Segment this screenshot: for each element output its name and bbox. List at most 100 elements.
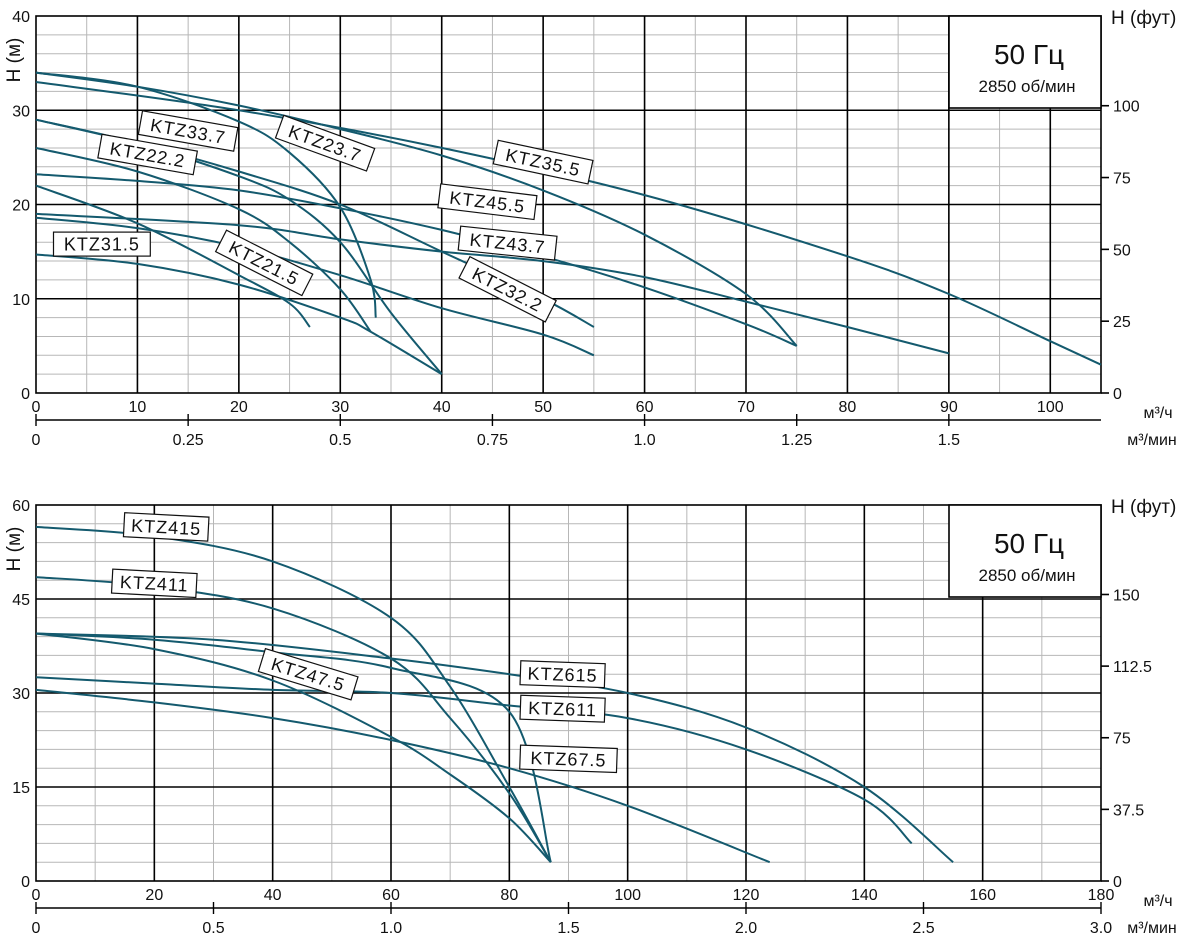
x2-tick-label: 1.5 [938,432,960,449]
y2-tick-label: 50 [1113,242,1131,259]
x-tick-label: 140 [851,887,878,904]
x-tick-label: 0 [32,887,41,904]
x-tick-label: 100 [1037,399,1064,416]
series-label-box [52,231,151,257]
frequency-label: 50 Гц [994,528,1064,559]
series-label-box [274,114,376,172]
x2-axis-unit: м³/мин [1127,920,1177,937]
curves [35,71,1102,375]
y2-tick-label: 0 [1113,874,1122,891]
series-line-ktz32.2 [35,216,595,357]
series-line-ktz43.7 [35,212,950,355]
x-tick-label: 40 [433,399,451,416]
series-label-box [437,183,538,221]
x2-tick-label: 0.25 [173,432,204,449]
y2-tick-label: 0 [1113,386,1122,403]
series-label-text: KTZ47.5 [269,654,348,695]
x2-tick-label: 1.0 [380,920,402,937]
y2-axis-title: H (фут) [1111,8,1176,29]
series-labels: KTZ415 KTZ411 KTZ47.5 KTZ615 KTZ611 KTZ67.5 [110,512,618,774]
x-tick-label: 180 [1088,887,1115,904]
series-line-ktz611 [35,688,771,864]
info-box [948,15,1102,109]
series-label-box [519,744,618,774]
series-label-text: KTZ31.5 [64,235,140,255]
series-line-unlabeled-3 [35,632,552,863]
series-label-ktz415: KTZ415 [122,512,210,542]
x2-tick-label: 1.25 [781,432,812,449]
x2-tick-label: 0 [32,920,41,937]
series-label-box [519,660,606,689]
major-grid [36,16,1101,393]
plot-frame [35,504,1102,882]
x2-tick-label: 0.75 [477,432,508,449]
x-tick-label: 70 [737,399,755,416]
y2-tick-label: 25 [1113,314,1131,331]
x2-axis-unit: м³/мин [1127,432,1177,449]
y2-tick-label: 75 [1113,171,1131,188]
series-label-ktz411: KTZ411 [110,568,198,599]
chart-2: 50 Гц 2850 об/мин KTZ415 KTZ411 KTZ47.5 KTZ61… [4,497,1177,937]
series-label-box [122,512,210,542]
y-tick-label: 40 [12,9,30,26]
series-label-text: KTZ615 [527,663,598,685]
x-tick-label: 120 [733,887,760,904]
x-axis-unit: м³/ч [1143,405,1172,422]
x2-tick-label: 1.5 [557,920,579,937]
series-label-ktz611: KTZ611 [519,694,606,723]
y-tick-label: 30 [12,686,30,703]
y-tick-label: 0 [21,874,30,891]
x2-tick-label: 3.0 [1090,920,1112,937]
series-label-ktz23.7: KTZ23.7 [274,114,376,172]
y2-tick-label: 75 [1113,731,1131,748]
series-label-box [457,225,558,261]
x-tick-label: 80 [839,399,857,416]
series-label-text: KTZ411 [119,572,189,596]
x-tick-label: 60 [636,399,654,416]
series-line-ktz411 [35,576,552,863]
x2-tick-label: 1.0 [633,432,655,449]
x-tick-label: 30 [331,399,349,416]
x-tick-label: 10 [129,399,147,416]
x-tick-label: 40 [264,887,282,904]
x-tick-label: 60 [382,887,400,904]
y2-axis-title: H (фут) [1111,497,1176,518]
series-label-text: KTZ611 [528,698,597,720]
x-tick-label: 100 [614,887,641,904]
series-line-ktz21.5 [35,184,311,328]
y2-tick-label: 150 [1113,587,1140,604]
series-line-unlabeled-10 [35,81,1102,366]
plot-frame [35,15,1102,394]
series-label-box [519,694,606,723]
y-tick-label: 60 [12,498,30,515]
y-tick-label: 0 [21,386,30,403]
series-label-ktz45.5: KTZ45.5 [437,183,538,221]
x-tick-label: 0 [32,399,41,416]
y2-tick-label: 37.5 [1113,802,1144,819]
y-tick-label: 45 [12,592,30,609]
series-line-ktz35.5 [35,71,798,347]
series-label-text: KTZ67.5 [530,748,607,771]
speed-label: 2850 об/мин [978,77,1075,96]
series-line-ktz31.5 [35,253,443,375]
series-label-box [97,133,199,176]
series-label-box [257,647,359,701]
x-tick-label: 20 [230,399,248,416]
series-label-ktz31.5: KTZ31.5 [52,231,151,257]
x2-tick-label: 2.0 [735,920,757,937]
series-label-ktz615: KTZ615 [519,660,606,689]
speed-label: 2850 об/мин [978,566,1075,585]
x-tick-label: 50 [534,399,552,416]
x-tick-label: 20 [145,887,163,904]
series-label-ktz67.5: KTZ67.5 [519,744,618,774]
series-label-box [458,255,557,323]
x2-tick-label: 0 [32,432,41,449]
y-tick-label: 30 [12,103,30,120]
y2-tick-label: 112.5 [1113,659,1152,676]
series-line-ktz45.5 [35,173,798,347]
series-label-box [110,568,198,599]
chart-1: 50 Гц 2850 об/мин KTZ23.7 KTZ35.5KTZ33.7KTZ… [4,8,1177,449]
series-line-ktz47.5 [35,632,552,863]
